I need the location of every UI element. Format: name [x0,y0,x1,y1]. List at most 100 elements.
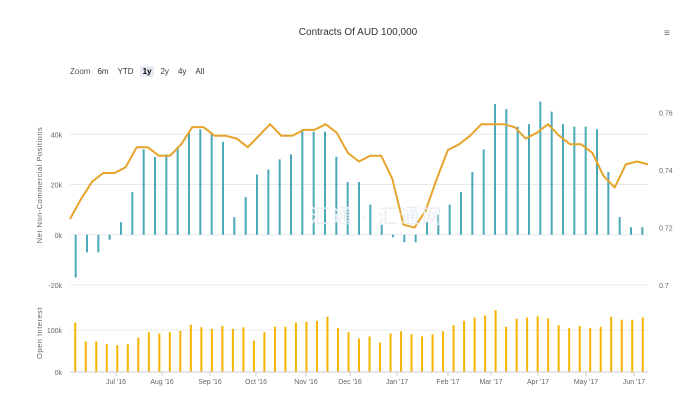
net-position-bar-13 [222,141,224,235]
open-interest-bar-20 [284,326,287,372]
net-position-bar-1 [86,234,88,253]
net-position-bar-7 [154,156,156,235]
net-position-bar-5 [131,192,134,235]
open-interest-bar-54 [641,317,644,372]
net-position-bar-17 [267,169,270,235]
open-interest-bar-6 [137,337,140,372]
x-tick-label-0: Jul '16 [106,379,126,386]
zoom-2y-button[interactable]: 2y [160,66,169,76]
net-position-bar-14 [233,217,236,235]
open-interest-bar-53 [631,319,634,372]
net-position-bar-3 [108,234,111,240]
open-interest-bar-34 [431,334,434,372]
net-position-bar-40 [528,124,530,235]
zoom-label: Zoom [70,66,91,76]
open-interest-bar-25 [336,328,339,372]
x-tick-label-2: Sep '16 [198,379,222,386]
x-tick-label-6: Jan '17 [386,379,408,386]
net-position-bar-41 [539,101,542,235]
open-interest-bar-40 [494,310,497,372]
open-interest-bar-1 [84,341,87,372]
open-interest-bar-10 [179,330,182,372]
open-interest-bar-48 [578,325,581,372]
net-position-bar-24 [346,181,349,235]
zoom-1y-button[interactable]: 1y [139,65,155,77]
net-position-bar-19 [290,154,292,235]
net-position-bar-18 [278,159,281,235]
open-interest-bar-38 [473,317,476,372]
open-interest-bar-26 [347,332,350,372]
open-interest-bar-39 [484,315,487,372]
net-position-bar-23 [335,156,338,235]
net-position-bar-34 [460,192,462,235]
open-interest-bar-42 [515,318,518,372]
top-y-axis: -20k 0k 20k 40k [48,132,62,290]
x-tick-label-9: Apr '17 [527,379,549,386]
net-position-bar-0 [74,234,77,278]
net-position-bar-50 [641,227,644,235]
open-interest-bar-7 [147,332,150,372]
zoom-4y-button[interactable]: 4y [177,66,187,76]
x-tick-label-11: Jun '17 [623,379,645,386]
top-y-tick-label-3: 40k [51,132,63,139]
open-interest-bar-24 [326,316,329,372]
top-y2-tick-label-2: 0.74 [659,168,673,175]
net-position-bar-49 [630,227,632,235]
net-position-bar-48 [618,217,621,235]
price-line-layer [69,123,649,229]
top-y2-axis: 0.7 0.72 0.74 0.76 [659,111,673,290]
net-position-bar-15 [244,197,247,235]
open-interest-bar-9 [168,332,171,372]
zoom-ytd-button[interactable]: YTD [117,66,134,76]
open-interest-bar-17 [252,340,255,372]
net-position-bar-31 [426,222,428,235]
zoom-all-button[interactable]: All [195,66,205,76]
open-interest-bar-35 [442,331,445,372]
open-interest-bar-41 [505,326,508,372]
open-interest-bar-21 [294,322,297,372]
open-interest-bar-13 [210,328,213,372]
net-position-bar-44 [573,126,576,235]
bottom-y-axis: 0k 100k [47,328,63,377]
open-interest-bar-46 [557,325,560,372]
net-position-bar-12 [210,134,213,235]
net-position-bar-45 [584,126,587,235]
open-interest-bar-14 [221,325,224,372]
open-interest-bar-50 [599,326,602,372]
open-interest-bar-32 [410,334,413,372]
net-position-bar-30 [414,234,417,243]
top-y2-tick-label-0: 0.7 [659,283,669,290]
net-position-bar-4 [120,222,122,235]
open-interest-bar-12 [200,327,203,372]
open-interest-bar-23 [315,320,318,372]
chart-title: Contracts Of AUD 100,000 [299,27,418,38]
net-position-bar-35 [471,171,474,235]
zoom-6m-button[interactable]: 6m [97,66,109,76]
net-position-bar-25 [358,181,360,235]
net-position-bar-29 [403,234,406,243]
x-tick-label-1: Aug '16 [150,379,174,386]
open-interest-bar-30 [389,333,392,372]
open-interest-bar-18 [263,332,266,372]
net-position-bar-20 [301,129,304,235]
open-interest-bar-43 [526,317,529,372]
open-interest-bar-19 [273,326,276,372]
hamburger-menu-icon[interactable]: ≡ [664,28,670,39]
net-position-bar-37 [494,104,496,235]
net-position-bar-39 [516,126,519,235]
net-position-bar-10 [188,131,190,235]
x-tick-label-7: Feb '17 [436,379,459,386]
net-position-bar-8 [165,154,168,235]
top-y-axis-title: Net Non-Commercial Positions [35,127,44,244]
open-interest-bar-47 [568,328,571,372]
net-position-bar-27 [380,224,383,235]
top-y-tick-label-1: 0k [55,233,63,240]
open-interest-bar-37 [463,320,466,372]
net-position-bar-33 [448,204,451,235]
x-tick-label-4: Nov '16 [294,379,318,386]
top-y2-tick-label-3: 0.76 [659,111,673,118]
open-interest-bar-52 [620,319,623,372]
x-tick-label-8: Mar '17 [479,379,502,386]
open-interest-bar-8 [158,333,161,372]
net-position-bar-42 [550,111,553,235]
